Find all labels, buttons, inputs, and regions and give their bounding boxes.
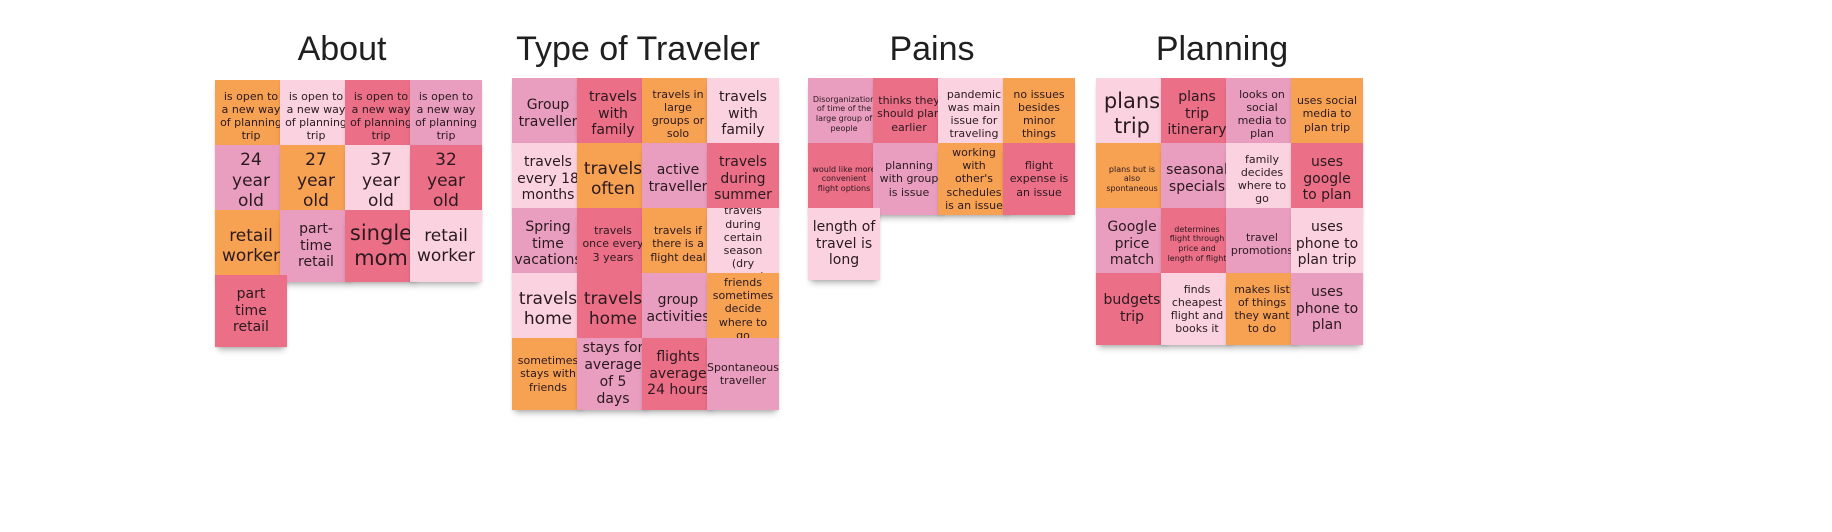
- sticky-note[interactable]: is open to a new way of planning trip: [215, 80, 287, 152]
- sticky-note[interactable]: would like more convenient flight option…: [808, 143, 880, 215]
- sticky-note[interactable]: single mom: [345, 210, 417, 282]
- sticky-note[interactable]: 37 year old: [345, 145, 417, 217]
- sticky-note[interactable]: uses phone to plan: [1291, 273, 1363, 345]
- sticky-note[interactable]: friends sometimes decide where to go: [707, 273, 779, 345]
- sticky-note[interactable]: stays for average of 5 days: [577, 338, 649, 410]
- sticky-note[interactable]: is open to a new way of planning trip: [410, 80, 482, 152]
- sticky-note[interactable]: travels with family: [707, 78, 779, 150]
- sticky-note[interactable]: Disorganization of time of the large gro…: [808, 78, 880, 150]
- sticky-note[interactable]: retail worker: [215, 210, 287, 282]
- sticky-note[interactable]: 27 year old: [280, 145, 352, 217]
- sticky-note[interactable]: family decides where to go: [1226, 143, 1298, 215]
- sticky-note[interactable]: travels home: [512, 273, 584, 345]
- sticky-note[interactable]: travels home: [577, 273, 649, 345]
- sticky-note[interactable]: group activities: [642, 273, 714, 345]
- column-title-0: About: [297, 30, 387, 68]
- sticky-note[interactable]: uses phone to plan trip: [1291, 208, 1363, 280]
- sticky-note[interactable]: pandemic was main issue for traveling: [938, 78, 1010, 150]
- sticky-note[interactable]: travels during summer: [707, 143, 779, 215]
- sticky-note[interactable]: makes list of things they want to do: [1226, 273, 1298, 345]
- sticky-note[interactable]: Google price match: [1096, 208, 1168, 280]
- sticky-note[interactable]: plans trip: [1096, 78, 1168, 150]
- sticky-note[interactable]: is open to a new way of planning trip: [280, 80, 352, 152]
- sticky-note[interactable]: travels every 18 months: [512, 143, 584, 215]
- sticky-note[interactable]: part-time retail: [280, 210, 352, 282]
- sticky-note[interactable]: finds cheapest flight and books it: [1161, 273, 1233, 345]
- sticky-note[interactable]: travel promotions: [1226, 208, 1298, 280]
- sticky-note[interactable]: no issues besides minor things: [1003, 78, 1075, 150]
- sticky-note[interactable]: travels during certain season (dry seaso…: [707, 208, 779, 280]
- sticky-note[interactable]: part time retail: [215, 275, 287, 347]
- sticky-note[interactable]: uses social media to plan trip: [1291, 78, 1363, 150]
- sticky-note[interactable]: travels once every 3 years: [577, 208, 649, 280]
- column-title-3: Planning: [1155, 30, 1289, 68]
- sticky-note[interactable]: flights average 24 hours: [642, 338, 714, 410]
- sticky-note[interactable]: 24 year old: [215, 145, 287, 217]
- sticky-note[interactable]: sometimes stays with friends: [512, 338, 584, 410]
- sticky-note[interactable]: plans trip itinerary: [1161, 78, 1233, 150]
- sticky-note[interactable]: Spontaneous traveller: [707, 338, 779, 410]
- sticky-note[interactable]: retail worker: [410, 210, 482, 282]
- sticky-note[interactable]: length of travel is long: [808, 208, 880, 280]
- sticky-note[interactable]: travels often: [577, 143, 649, 215]
- column-title-1: Type of Traveler: [516, 30, 760, 68]
- sticky-note[interactable]: travels if there is a flight deal: [642, 208, 714, 280]
- sticky-note[interactable]: uses google to plan: [1291, 143, 1363, 215]
- sticky-note[interactable]: travels in large groups or solo: [642, 78, 714, 150]
- sticky-note[interactable]: thinks they should plan earlier: [873, 78, 945, 150]
- sticky-note[interactable]: active traveller: [642, 143, 714, 215]
- sticky-note[interactable]: seasonal specials: [1161, 143, 1233, 215]
- sticky-note[interactable]: determines flight through price and leng…: [1161, 208, 1233, 280]
- sticky-note[interactable]: is open to a new way of planning trip: [345, 80, 417, 152]
- sticky-note[interactable]: flight expense is an issue: [1003, 143, 1075, 215]
- sticky-note[interactable]: Spring time vacations: [512, 208, 584, 280]
- sticky-note[interactable]: plans but is also spontaneous: [1096, 143, 1168, 215]
- sticky-note[interactable]: Group traveller: [512, 78, 584, 150]
- sticky-note[interactable]: planning with group is issue: [873, 143, 945, 215]
- sticky-note[interactable]: working with other's schedules is an iss…: [938, 143, 1010, 215]
- sticky-note[interactable]: travels with family: [577, 78, 649, 150]
- sticky-note[interactable]: 32 year old: [410, 145, 482, 217]
- sticky-note[interactable]: budgets trip: [1096, 273, 1168, 345]
- column-title-2: Pains: [889, 30, 975, 68]
- sticky-note[interactable]: looks on social media to plan: [1226, 78, 1298, 150]
